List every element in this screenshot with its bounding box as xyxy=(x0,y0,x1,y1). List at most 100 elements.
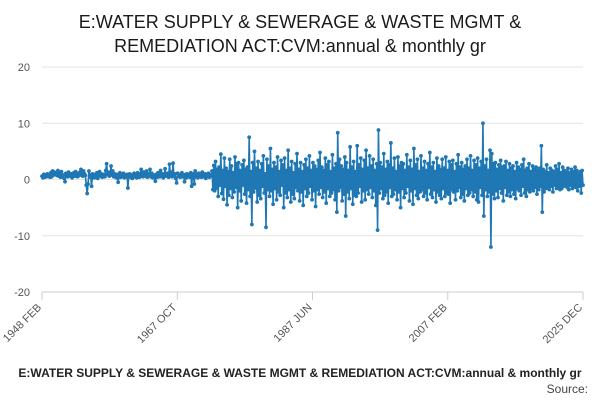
data-point[interactable] xyxy=(241,158,246,163)
data-point[interactable] xyxy=(537,166,542,171)
data-point[interactable] xyxy=(289,159,294,164)
data-point[interactable] xyxy=(339,164,344,168)
data-point[interactable] xyxy=(404,191,408,195)
data-point[interactable] xyxy=(252,149,257,154)
data-point[interactable] xyxy=(365,187,369,192)
data-point[interactable] xyxy=(484,157,489,162)
data-point[interactable] xyxy=(354,194,359,199)
data-point[interactable] xyxy=(424,168,429,173)
data-point[interactable] xyxy=(254,166,259,171)
data-point[interactable] xyxy=(234,185,238,190)
data-point[interactable] xyxy=(397,164,402,168)
data-point[interactable] xyxy=(364,148,368,153)
data-point[interactable] xyxy=(387,162,391,167)
data-point[interactable] xyxy=(435,156,439,161)
data-point[interactable] xyxy=(331,187,336,192)
data-point[interactable] xyxy=(250,160,255,165)
data-point[interactable] xyxy=(427,185,431,190)
data-point[interactable] xyxy=(367,153,372,158)
data-point[interactable] xyxy=(567,170,572,175)
data-point[interactable] xyxy=(498,158,503,163)
data-point[interactable] xyxy=(102,174,107,179)
data-point[interactable] xyxy=(343,214,348,218)
data-point[interactable] xyxy=(405,184,410,189)
data-point[interactable] xyxy=(305,166,310,171)
data-point[interactable] xyxy=(308,184,313,189)
data-point[interactable] xyxy=(575,188,580,193)
data-point[interactable] xyxy=(245,165,250,170)
data-point[interactable] xyxy=(536,187,541,192)
data-point[interactable] xyxy=(377,191,382,195)
data-point[interactable] xyxy=(432,187,437,192)
data-point[interactable] xyxy=(110,169,115,173)
data-point[interactable] xyxy=(388,141,393,145)
data-point[interactable] xyxy=(318,150,322,155)
data-point[interactable] xyxy=(291,170,296,175)
data-point[interactable] xyxy=(492,196,497,201)
data-point[interactable] xyxy=(298,160,303,165)
data-point[interactable] xyxy=(527,189,532,194)
data-point[interactable] xyxy=(410,167,415,172)
data-point[interactable] xyxy=(419,153,423,158)
data-point[interactable] xyxy=(193,169,198,173)
data-point[interactable] xyxy=(380,165,384,170)
data-point[interactable] xyxy=(513,196,518,201)
data-point[interactable] xyxy=(560,165,565,170)
data-point[interactable] xyxy=(278,193,283,198)
data-point[interactable] xyxy=(315,187,320,192)
data-point[interactable] xyxy=(533,185,538,190)
data-point[interactable] xyxy=(440,157,445,162)
data-point[interactable] xyxy=(471,194,476,199)
data-point[interactable] xyxy=(383,167,388,172)
data-point[interactable] xyxy=(473,189,477,194)
data-point[interactable] xyxy=(233,155,237,159)
data-point[interactable] xyxy=(319,165,324,170)
data-point[interactable] xyxy=(337,157,342,162)
data-point[interactable] xyxy=(396,189,401,194)
data-point[interactable] xyxy=(408,158,413,163)
data-point[interactable] xyxy=(378,160,383,165)
data-point[interactable] xyxy=(303,186,307,191)
data-point[interactable] xyxy=(253,186,258,190)
data-point[interactable] xyxy=(85,191,90,196)
data-point[interactable] xyxy=(375,228,380,233)
data-point[interactable] xyxy=(435,189,440,194)
data-point[interactable] xyxy=(481,214,486,218)
data-point[interactable] xyxy=(566,166,570,171)
data-point[interactable] xyxy=(247,135,252,140)
data-point[interactable] xyxy=(229,164,234,168)
data-point[interactable] xyxy=(265,157,269,162)
data-point[interactable] xyxy=(496,195,500,200)
data-point[interactable] xyxy=(380,196,385,201)
data-point[interactable] xyxy=(342,192,346,197)
data-point[interactable] xyxy=(411,146,416,151)
data-point[interactable] xyxy=(83,173,88,178)
data-point[interactable] xyxy=(312,164,317,168)
data-point[interactable] xyxy=(366,192,371,197)
data-point[interactable] xyxy=(571,169,576,174)
data-point[interactable] xyxy=(495,167,500,172)
data-point[interactable] xyxy=(475,156,480,161)
data-point[interactable] xyxy=(246,187,251,192)
data-point[interactable] xyxy=(479,159,484,164)
data-point[interactable] xyxy=(517,188,522,193)
data-point[interactable] xyxy=(304,194,309,199)
data-point[interactable] xyxy=(530,164,535,168)
data-point[interactable] xyxy=(212,188,217,193)
data-point[interactable] xyxy=(496,162,501,167)
data-point[interactable] xyxy=(422,159,427,164)
data-point[interactable] xyxy=(520,162,524,167)
data-point[interactable] xyxy=(271,202,275,207)
data-point[interactable] xyxy=(361,188,366,193)
data-point[interactable] xyxy=(581,183,585,188)
data-point[interactable] xyxy=(441,186,445,191)
data-point[interactable] xyxy=(249,222,254,227)
data-point[interactable] xyxy=(486,168,491,173)
data-point[interactable] xyxy=(335,130,340,135)
data-point[interactable] xyxy=(116,180,121,185)
data-point[interactable] xyxy=(555,167,560,172)
data-point[interactable] xyxy=(472,158,476,163)
data-point[interactable] xyxy=(502,164,507,168)
data-point[interactable] xyxy=(59,169,64,174)
data-point[interactable] xyxy=(292,196,297,201)
